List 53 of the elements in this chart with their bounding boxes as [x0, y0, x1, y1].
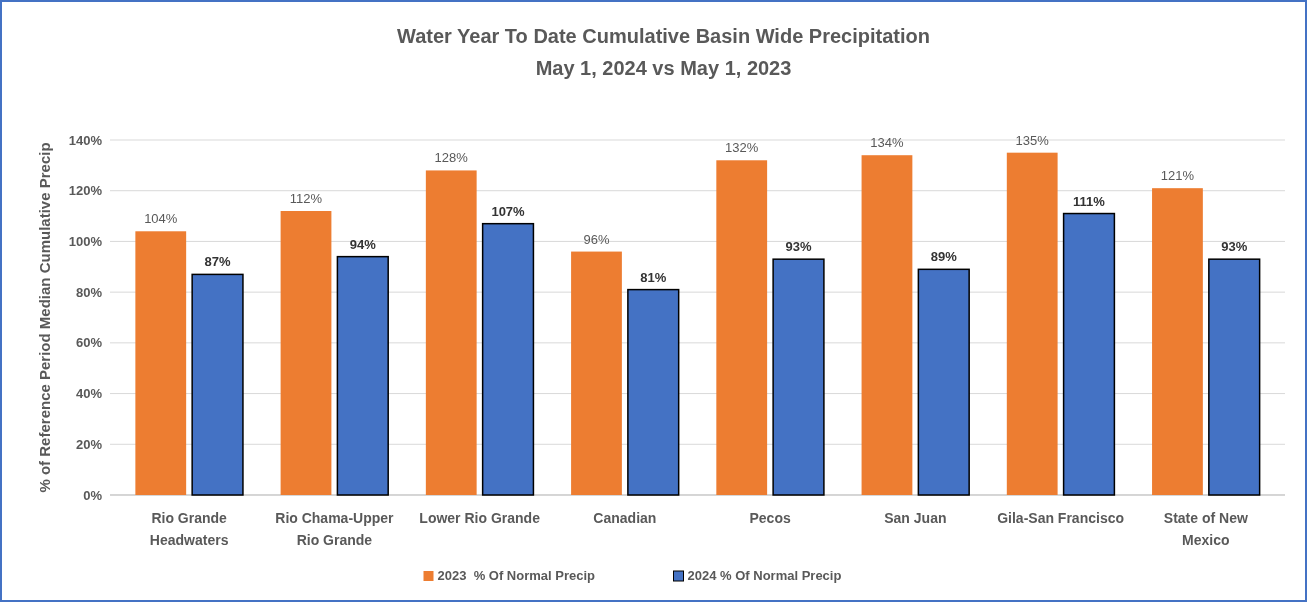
bar	[716, 160, 768, 495]
bar	[772, 258, 825, 496]
data-label: 134%	[870, 135, 905, 151]
bar	[627, 288, 680, 496]
bar	[1208, 258, 1261, 496]
x-tick-label: State of New Mexico	[1163, 510, 1248, 548]
y-axis-title: % of Reference Period Median Cumulative Precip	[36, 142, 53, 493]
data-label: 111%	[1073, 193, 1106, 209]
chart-subtitle: May 1, 2024 vs May 1, 2023	[535, 57, 792, 79]
data-label: 121%	[1160, 168, 1195, 184]
data-label: 132%	[725, 140, 759, 156]
bar	[1006, 152, 1058, 495]
y-tick-label: 100%	[68, 233, 103, 249]
chart-title: Water Year To Date Cumulative Basin Wide Precipitation	[397, 25, 930, 47]
data-label: 94%	[349, 236, 377, 252]
bar	[571, 251, 622, 495]
data-label: 128%	[434, 150, 469, 166]
bar	[191, 273, 244, 496]
bar	[917, 268, 970, 496]
data-label: 87%	[204, 254, 231, 270]
data-label: 93%	[785, 239, 812, 255]
x-tick-label: Rio Chama-Upper Rio Grande	[275, 510, 395, 548]
bar	[861, 155, 913, 495]
x-tick-label: Rio Grande Headwaters	[149, 510, 229, 548]
data-label: 93%	[1221, 239, 1248, 255]
bar	[280, 211, 332, 495]
legend-label: 2024 % Of Normal Precip	[687, 568, 842, 583]
y-tick-label: 120%	[68, 183, 103, 199]
bar	[425, 170, 477, 495]
x-tick-label: San Juan	[884, 510, 947, 526]
data-label: 104%	[144, 211, 178, 227]
bar	[1062, 212, 1116, 496]
y-tick-label: 80%	[75, 284, 103, 300]
data-label: 107%	[491, 203, 526, 219]
x-tick-label: Gila-San Francisco	[997, 510, 1125, 526]
bar	[1152, 188, 1203, 495]
data-label: 81%	[640, 269, 667, 285]
data-label: 112%	[289, 191, 323, 206]
x-tick-label: Lower Rio Grande	[419, 510, 541, 526]
y-tick-label: 20%	[75, 436, 103, 452]
data-label: 89%	[930, 249, 958, 265]
x-tick-label: Canadian	[593, 510, 657, 526]
legend-label: 2023 % Of Normal Precip	[437, 568, 596, 583]
bar	[135, 231, 187, 495]
y-tick-label: 40%	[75, 386, 103, 402]
data-label: 96%	[583, 231, 610, 247]
y-tick-label: 0%	[83, 487, 103, 503]
bar	[336, 255, 389, 496]
bar	[481, 222, 535, 496]
y-tick-label: 140%	[68, 132, 103, 148]
y-tick-label: 60%	[75, 335, 103, 351]
x-tick-label: Pecos	[749, 510, 791, 526]
data-label: 135%	[1015, 132, 1050, 148]
